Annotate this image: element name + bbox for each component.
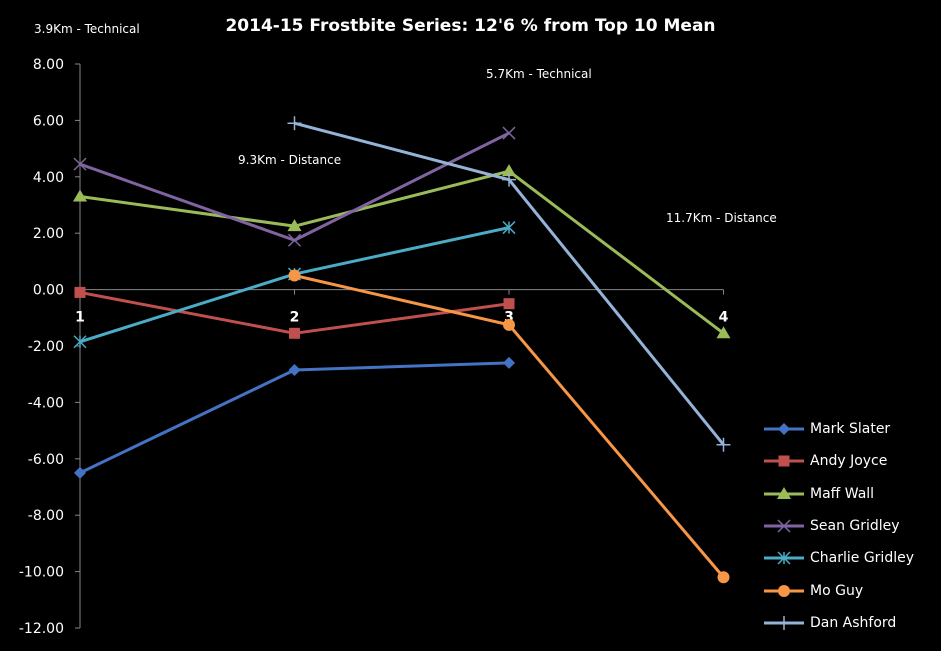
data-point-dan-ashford-3 <box>502 172 516 187</box>
data-point-charlie-gridley-3 <box>502 221 516 235</box>
legend-marker-andy-joyce <box>778 455 790 467</box>
annotation-9-3km-distance: 9.3Km - Distance <box>238 153 342 167</box>
data-point-mo-guy-2 <box>288 269 301 282</box>
data-point-maff-wall-2 <box>287 219 302 232</box>
legend-marker-charlie-gridley <box>777 551 791 565</box>
annotation-11-7km-distance: 11.7Km - Distance <box>666 211 777 225</box>
y-tick-label-12-00: -12.00 <box>19 621 64 637</box>
legend-item-dan-ashford: Dan Ashford <box>762 607 937 639</box>
data-point-maff-wall-3 <box>502 164 516 177</box>
legend-marker-maff-wall <box>777 486 791 499</box>
data-point-dan-ashford-4 <box>716 437 731 452</box>
annotation-3-9km-technical: 3.9Km - Technical <box>34 22 140 36</box>
legend-swatch-charlie-gridley <box>764 551 804 565</box>
data-point-mo-guy-4 <box>717 571 730 584</box>
legend-marker-mark-slater <box>778 423 790 436</box>
legend-item-mark-slater: Mark Slater <box>762 413 937 445</box>
x-tick-label-3: 3 <box>504 310 514 326</box>
y-tick-label-4-00: -4.00 <box>28 395 64 411</box>
legend-item-sean-gridley: Sean Gridley <box>762 510 937 542</box>
legend-label-dan-ashford: Dan Ashford <box>810 614 897 631</box>
data-point-mark-slater-2 <box>288 363 301 376</box>
data-point-mark-slater-3 <box>503 356 515 369</box>
data-point-sean-gridley-3 <box>502 126 516 140</box>
y-tick-label-6-00: -6.00 <box>28 452 64 468</box>
legend-label-mark-slater: Mark Slater <box>810 421 891 438</box>
series-andy-joyce <box>74 286 515 339</box>
legend-item-andy-joyce: Andy Joyce <box>762 445 937 477</box>
y-tick-label-8-00: 8.00 <box>33 57 64 73</box>
x-tick-label-4: 4 <box>719 310 729 326</box>
x-tick-label-1: 1 <box>75 310 85 326</box>
annotation-5-7km-technical: 5.7Km - Technical <box>486 67 592 81</box>
legend-label-mo-guy: Mo Guy <box>810 582 864 599</box>
legend-label-charlie-gridley: Charlie Gridley <box>810 550 914 567</box>
data-point-sean-gridley-2 <box>287 233 302 247</box>
legend-swatch-maff-wall <box>764 486 804 499</box>
data-point-andy-joyce-3 <box>503 298 515 310</box>
chart-legend: Mark Slater Andy Joyce Maff Wall Sean Gridl… <box>762 413 937 639</box>
legend-swatch-mo-guy <box>764 584 804 597</box>
legend-item-maff-wall: Maff Wall <box>762 478 937 510</box>
legend-label-sean-gridley: Sean Gridley <box>810 518 900 535</box>
legend-label-maff-wall: Maff Wall <box>810 485 875 502</box>
legend-label-andy-joyce: Andy Joyce <box>810 453 888 470</box>
data-point-charlie-gridley-1 <box>73 335 87 349</box>
series-sean-gridley <box>73 126 516 247</box>
series-dan-ashford <box>287 116 731 452</box>
legend-marker-dan-ashford <box>777 615 791 630</box>
legend-swatch-andy-joyce <box>764 455 804 467</box>
legend-marker-sean-gridley <box>777 519 791 533</box>
series-mark-slater <box>74 356 515 479</box>
legend-item-mo-guy: Mo Guy <box>762 574 937 606</box>
data-point-mo-guy-3 <box>503 318 515 331</box>
y-tick-label-2-00: 2.00 <box>33 226 64 242</box>
data-point-maff-wall-4 <box>716 326 731 339</box>
y-tick-label-8-00: -8.00 <box>28 508 64 524</box>
data-point-andy-joyce-1 <box>74 286 86 298</box>
chart-title: 2014-15 Frostbite Series: 12'6 % from To… <box>225 16 716 36</box>
y-tick-label-2-00: -2.00 <box>28 339 64 355</box>
x-tick-label-2: 2 <box>290 310 300 326</box>
legend-item-charlie-gridley: Charlie Gridley <box>762 542 937 574</box>
series-line-mark-slater <box>79 361 510 475</box>
y-tick-label-0-00: 0.00 <box>33 283 64 299</box>
y-tick-label-4-00: 4.00 <box>33 170 64 186</box>
series-mo-guy <box>288 269 730 584</box>
data-point-mark-slater-1 <box>74 466 86 479</box>
legend-marker-mo-guy <box>778 584 790 597</box>
series-maff-wall <box>73 164 731 339</box>
y-tick-label-10-00: -10.00 <box>19 565 64 581</box>
series-line-maff-wall <box>79 169 725 335</box>
data-point-andy-joyce-2 <box>289 327 300 339</box>
legend-swatch-sean-gridley <box>764 519 804 533</box>
legend-swatch-dan-ashford <box>764 615 804 630</box>
data-point-sean-gridley-1 <box>73 157 87 171</box>
legend-swatch-mark-slater <box>764 423 804 436</box>
data-point-dan-ashford-2 <box>287 116 302 131</box>
data-point-maff-wall-1 <box>73 189 87 202</box>
y-tick-label-6-00: 6.00 <box>33 113 64 129</box>
